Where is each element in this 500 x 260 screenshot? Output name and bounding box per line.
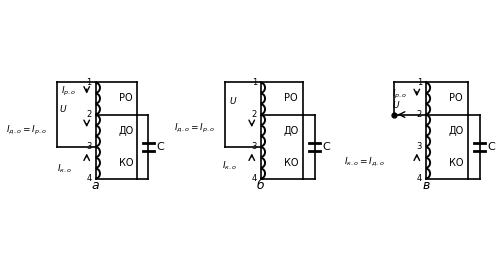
Text: 2: 2 bbox=[252, 110, 257, 119]
Text: ДО: ДО bbox=[449, 126, 464, 136]
Text: $I_{к.о}=I_{д.о}$: $I_{к.о}=I_{д.о}$ bbox=[344, 156, 385, 168]
Text: а: а bbox=[92, 179, 100, 192]
Text: 1: 1 bbox=[416, 78, 422, 87]
Text: $I_{к.о}$: $I_{к.о}$ bbox=[57, 162, 72, 175]
Text: 2: 2 bbox=[86, 110, 92, 119]
Text: $U$: $U$ bbox=[392, 99, 400, 110]
Text: 3: 3 bbox=[416, 142, 422, 151]
Text: ДО: ДО bbox=[119, 126, 134, 136]
Text: C: C bbox=[488, 142, 496, 152]
Text: КО: КО bbox=[119, 158, 134, 168]
Text: 4: 4 bbox=[86, 174, 92, 183]
Text: $I_{р.о}$: $I_{р.о}$ bbox=[61, 85, 76, 98]
Text: б: б bbox=[257, 179, 264, 192]
Text: $I_{к.о}$: $I_{к.о}$ bbox=[222, 160, 238, 172]
Text: в: в bbox=[422, 179, 430, 192]
Text: $I_{д.о}=I_{р.о}$: $I_{д.о}=I_{р.о}$ bbox=[6, 124, 47, 136]
Text: КО: КО bbox=[284, 158, 298, 168]
Text: 2: 2 bbox=[416, 110, 422, 119]
Text: 4: 4 bbox=[252, 174, 257, 183]
Text: 4: 4 bbox=[416, 174, 422, 183]
Text: КО: КО bbox=[449, 158, 464, 168]
Text: $I_{р.о}$: $I_{р.о}$ bbox=[392, 87, 408, 101]
Text: 3: 3 bbox=[252, 142, 257, 151]
Text: 1: 1 bbox=[252, 78, 257, 87]
Text: ДО: ДО bbox=[284, 126, 299, 136]
Text: C: C bbox=[156, 142, 164, 152]
Text: РО: РО bbox=[119, 94, 132, 103]
Text: 3: 3 bbox=[86, 142, 92, 151]
Text: 1: 1 bbox=[86, 78, 92, 87]
Text: $U$: $U$ bbox=[59, 103, 68, 114]
Text: $U$: $U$ bbox=[229, 95, 237, 106]
Text: $I_{д.о}=I_{р.о}$: $I_{д.о}=I_{р.о}$ bbox=[174, 122, 214, 135]
Text: РО: РО bbox=[449, 94, 462, 103]
Text: РО: РО bbox=[284, 94, 298, 103]
Text: C: C bbox=[323, 142, 330, 152]
